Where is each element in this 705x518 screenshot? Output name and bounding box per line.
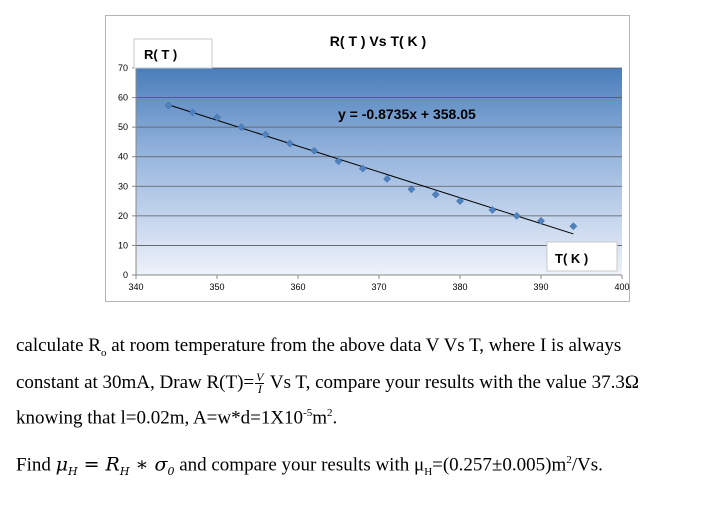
- data-point: [431, 190, 440, 199]
- x-tick-label: 400: [614, 282, 629, 292]
- data-point: [213, 113, 221, 122]
- trendline-equation: y = -0.8735x + 358.05: [338, 106, 476, 122]
- data-point: [164, 101, 173, 110]
- text-segment: .: [332, 407, 338, 429]
- chart-title: R( T ) Vs T( K ): [330, 33, 426, 49]
- scatter-chart: 0 10 20 30 40 50 60 70 340 350 360 370 380 390 400 R( …: [118, 33, 630, 292]
- x-tick-label: 370: [371, 282, 386, 292]
- paragraph-4: Find μH = RH ∗ σ0 and compare your resul…: [16, 445, 696, 487]
- text-segment: calculate R: [16, 335, 101, 356]
- data-point: [488, 205, 497, 214]
- subscript: o: [100, 346, 107, 359]
- text-segment: Vs T, compare your results with the valu…: [265, 371, 639, 393]
- data-point: [537, 216, 545, 225]
- trendline: [168, 104, 574, 235]
- data-point: [383, 174, 392, 183]
- text-segment: m: [312, 407, 328, 429]
- data-point: [512, 211, 521, 220]
- math-expression: = R: [77, 453, 120, 476]
- x-tick-label: 390: [533, 282, 548, 292]
- fraction-numerator: V: [255, 369, 265, 384]
- text-segment: knowing that l=0.02m, A=w*d=1X10: [16, 407, 304, 429]
- data-point: [456, 197, 464, 206]
- subscript: H: [119, 465, 130, 479]
- gridlines: [136, 67, 622, 246]
- problem-text: calculate Ro at room temperature from th…: [16, 331, 696, 487]
- y-tick-label: 50: [118, 122, 128, 132]
- data-point: [237, 123, 246, 132]
- x-axis-label-box: T( K ): [546, 241, 618, 272]
- data-point: [569, 222, 578, 231]
- data-point: [407, 185, 416, 194]
- subscript: 0: [167, 465, 175, 479]
- axes: 0 10 20 30 40 50 60 70 340 350 360 370 380 390 400: [118, 63, 630, 292]
- chart-container: 0 10 20 30 40 50 60 70 340 350 360 370 380 390 400 R( …: [105, 15, 630, 302]
- y-axis-label: R( T ): [144, 47, 177, 62]
- y-tick-label: 70: [118, 63, 128, 73]
- subscript: H: [67, 465, 78, 479]
- data-point: [358, 164, 367, 173]
- paragraph-1: calculate Ro at room temperature from th…: [16, 331, 696, 368]
- x-axis-label: T( K ): [555, 251, 588, 266]
- math-expression: ∗ σ: [129, 453, 168, 476]
- x-tick-label: 360: [290, 282, 305, 292]
- data-point: [285, 139, 294, 148]
- text-segment: =(0.257±0.005)m: [432, 454, 567, 476]
- y-tick-label: 20: [118, 211, 128, 221]
- x-tick-label: 340: [128, 282, 143, 292]
- text-segment: Find: [16, 454, 56, 476]
- x-tick-label: 380: [452, 282, 467, 292]
- trendline-group: [168, 104, 574, 235]
- paragraph-3: knowing that l=0.02m, A=w*d=1X10-5m2.: [16, 398, 696, 433]
- data-point: [334, 157, 343, 166]
- fraction-denominator: I: [257, 381, 262, 396]
- text-segment: /Vs.: [571, 454, 603, 476]
- data-point: [261, 130, 270, 139]
- superscript: 2: [327, 406, 333, 419]
- text-segment: and compare your results with μ: [174, 454, 425, 476]
- superscript: 2: [566, 454, 572, 467]
- data-point: [310, 146, 319, 155]
- y-axis-label-box: R( T ): [133, 38, 213, 69]
- data-points: [164, 101, 578, 231]
- superscript: -5: [303, 406, 313, 419]
- text-segment: at room temperature from the above data …: [106, 335, 622, 356]
- data-point: [188, 108, 197, 117]
- y-tick-label: 30: [118, 181, 128, 191]
- y-tick-label: 60: [118, 93, 128, 103]
- paragraph-2: constant at 30mA, Draw R(T)= V I Vs T, com…: [16, 368, 696, 398]
- subscript: H: [424, 466, 433, 479]
- y-tick-label: 40: [118, 152, 128, 162]
- x-tick-label: 350: [209, 282, 224, 292]
- math-symbol: μ: [55, 453, 68, 476]
- y-tick-label: 0: [123, 270, 128, 280]
- y-tick-label: 10: [118, 240, 128, 250]
- text-segment: constant at 30mA, Draw R(T)=: [16, 371, 255, 393]
